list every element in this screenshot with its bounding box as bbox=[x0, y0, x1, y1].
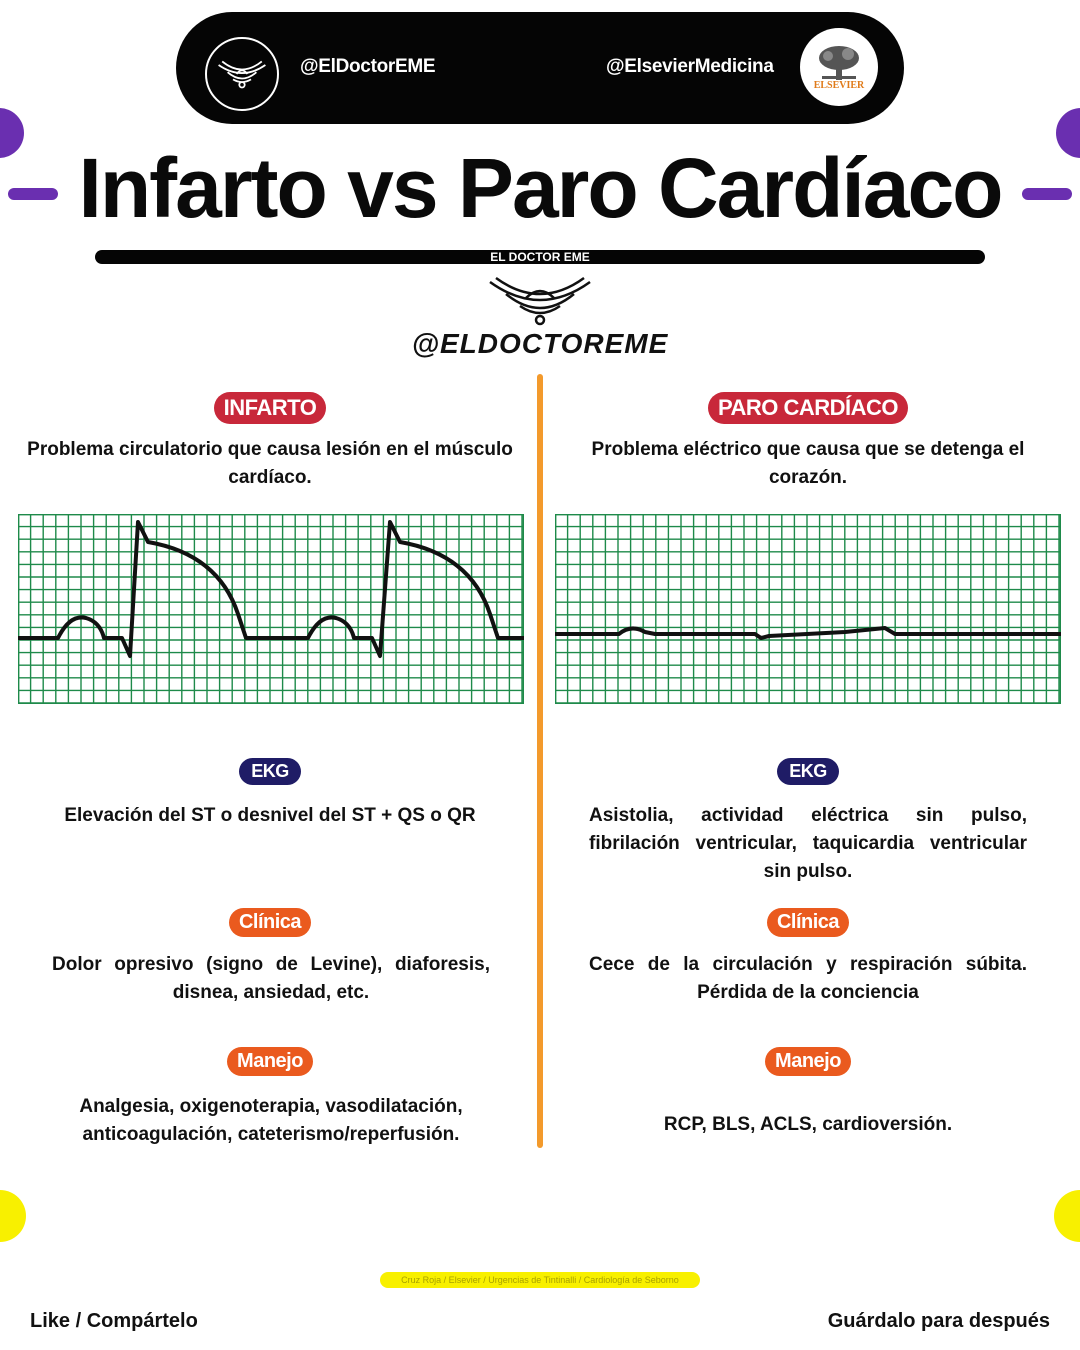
right-heading-wrap: PARO CARDÍACO bbox=[558, 392, 1058, 424]
paro-ecg-strip bbox=[555, 514, 1061, 704]
header-handle-left[interactable]: @ElDoctorEME bbox=[300, 56, 436, 77]
winged-crest-icon bbox=[489, 276, 591, 326]
winged-crest-icon bbox=[218, 60, 266, 89]
left-ekg-wrap: EKG bbox=[20, 758, 520, 785]
yellow-half-circle-right bbox=[1054, 1190, 1080, 1242]
paro-ecg-trace bbox=[555, 626, 1061, 640]
left-ekg-text: Elevación del ST o desnivel del ST + QS … bbox=[64, 805, 476, 826]
elsevier-logo[interactable]: ELSEVIER bbox=[800, 28, 878, 106]
right-ekg-badge: EKG bbox=[777, 758, 839, 785]
left-heading-wrap: INFARTO bbox=[20, 392, 520, 424]
header-handle-right[interactable]: @ElsevierMedicina bbox=[606, 56, 774, 77]
left-clinica-text: Dolor opresivo (signo de Levine), diafor… bbox=[52, 954, 490, 1003]
elsevier-logo-text: ELSEVIER bbox=[813, 79, 865, 91]
footer-save-later[interactable]: Guárdalo para después bbox=[827, 1310, 1050, 1332]
left-manejo-wrap: Manejo bbox=[20, 1047, 520, 1076]
right-manejo-wrap: Manejo bbox=[558, 1047, 1058, 1076]
purple-dash-right bbox=[1022, 188, 1072, 200]
left-clinica-badge: Clínica bbox=[228, 908, 312, 937]
left-ekg-badge: EKG bbox=[239, 758, 301, 785]
title-bar-label: EL DOCTOR EME bbox=[490, 250, 590, 264]
left-manejo-text: Analgesia, oxigenoterapia, vasodilatació… bbox=[79, 1096, 463, 1145]
right-ekg-wrap: EKG bbox=[558, 758, 1058, 785]
yellow-half-circle-left bbox=[0, 1190, 26, 1242]
infarto-description: Problema circulatorio que causa lesión e… bbox=[27, 439, 513, 488]
right-manejo-badge: Manejo bbox=[765, 1047, 851, 1076]
infarto-badge: INFARTO bbox=[213, 392, 327, 424]
paro-description: Problema eléctrico que causa que se dete… bbox=[591, 439, 1025, 488]
right-clinica-text: Cece de la circulación y respiración súb… bbox=[589, 954, 1027, 1003]
sources-pill: Cruz Roja / Elsevier / Urgencias de Tint… bbox=[380, 1272, 700, 1288]
brand-handle[interactable]: @ELDOCTOREME bbox=[411, 328, 669, 359]
brand-logo bbox=[486, 272, 594, 330]
right-ekg-text: Asistolia, actividad eléctrica sin pulso… bbox=[589, 805, 1027, 882]
title-underline-bar bbox=[95, 250, 985, 264]
infarto-ecg-strip bbox=[18, 514, 524, 704]
column-divider bbox=[537, 374, 543, 1148]
tree-icon bbox=[819, 45, 859, 80]
right-manejo-text: RCP, BLS, ACLS, cardioversión. bbox=[663, 1114, 953, 1135]
paro-badge: PARO CARDÍACO bbox=[707, 392, 909, 424]
page-title: Infarto vs Paro Cardíaco bbox=[78, 141, 1004, 235]
footer-like-share[interactable]: Like / Compártelo bbox=[30, 1310, 198, 1332]
left-manejo-badge: Manejo bbox=[227, 1047, 313, 1076]
right-clinica-wrap: Clínica bbox=[558, 908, 1058, 937]
header-pill bbox=[176, 12, 904, 124]
right-clinica-badge: Clínica bbox=[766, 908, 850, 937]
left-clinica-wrap: Clínica bbox=[20, 908, 520, 937]
infarto-ecg-trace bbox=[18, 520, 524, 658]
purple-dash-left bbox=[8, 188, 58, 200]
doctor-eme-logo[interactable] bbox=[205, 37, 279, 111]
